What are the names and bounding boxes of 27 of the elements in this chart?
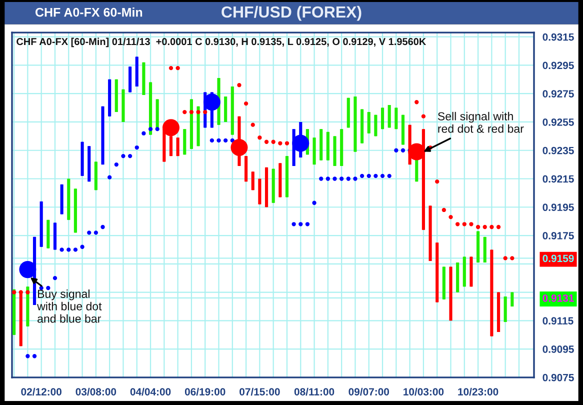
chart-title: CHF/USD (FOREX) — [222, 6, 362, 21]
y-tick-label: 0.9215 — [542, 175, 574, 183]
x-tick-label: 07/15:00 — [240, 388, 280, 396]
y-tick-label: 0.9095 — [542, 346, 574, 353]
y-tick-label: 0.9075 — [542, 374, 574, 382]
annotation: CHF A0-FX [60-Min] 01/11/13 +0.0001 C 0.9130, H 0.9135, L 0.9125, O 0.9129, V 1.9560K — [16, 38, 426, 48]
y-tick-label: 0.9255 — [542, 118, 574, 126]
chart-subtitle: CHF A0-FX 60-Min — [35, 8, 142, 17]
x-tick-label: 03/08:00 — [76, 388, 116, 396]
y-tick-label: 0.9235 — [542, 146, 574, 154]
annotation: Buy signal with blue dot and blue bar — [37, 289, 102, 323]
y-tick-label: 0.9195 — [542, 204, 574, 212]
x-tick-label: 04/04:00 — [130, 388, 171, 396]
y-tick-label: 0.9295 — [542, 62, 574, 70]
y-tick-label: 0.9115 — [542, 317, 574, 325]
x-tick-label: 10/03:00 — [404, 388, 444, 396]
x-tick-label: 10/23:00 — [458, 388, 498, 396]
y-tick-label: 0.9175 — [542, 232, 574, 240]
y-tick-label: 0.9275 — [542, 90, 574, 98]
x-tick-label: 09/07:00 — [348, 388, 390, 396]
y-tick-label: 0.9315 — [542, 33, 574, 41]
y-tick-label: 0.9131 — [542, 294, 574, 302]
x-tick-label: 02/12:00 — [21, 388, 62, 396]
y-tick-label: 0.9159 — [542, 254, 574, 262]
annotation: Sell signal with red dot & red bar — [438, 112, 524, 133]
x-tick-label: 06/19:00 — [184, 388, 226, 396]
x-tick-label: 08/11:00 — [294, 388, 334, 396]
